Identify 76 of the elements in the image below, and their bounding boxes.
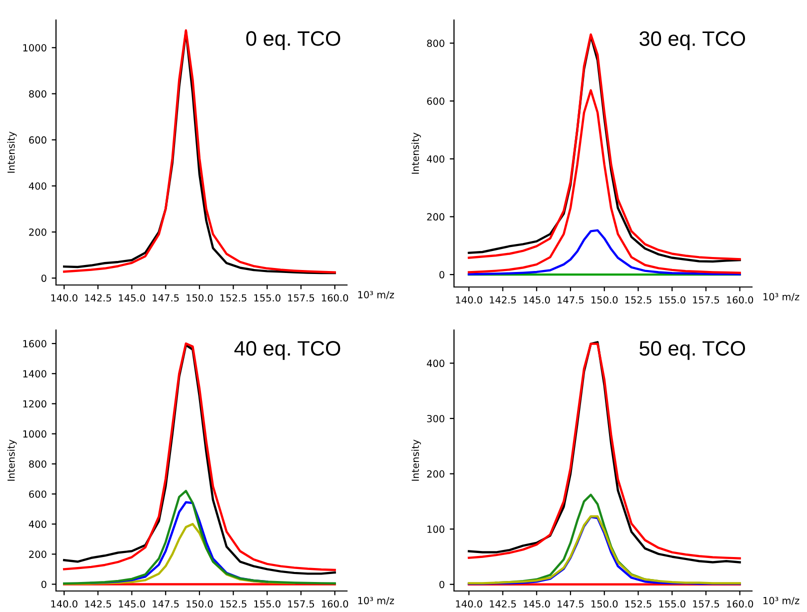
y-tick-label: 200 xyxy=(29,550,46,558)
x-tick-label: 140.0 xyxy=(51,600,78,608)
x-tick-label: 150.0 xyxy=(592,600,618,608)
x-tick-label: 150.0 xyxy=(592,296,618,304)
x-tick-label: 157.5 xyxy=(693,600,720,608)
y-tick-label: 0 xyxy=(41,580,46,588)
y-axis-title: Intensity xyxy=(411,440,421,481)
x-tick-label: 145.0 xyxy=(524,296,550,304)
x-tick-label: 140.0 xyxy=(51,294,78,302)
y-tick-label: 1600 xyxy=(23,340,46,348)
x-tick-label: 147.5 xyxy=(558,296,584,304)
y-tick-label: 1000 xyxy=(23,430,46,438)
x-tick-label: 142.5 xyxy=(490,296,516,304)
y-tick-label: 0 xyxy=(439,271,444,278)
y-tick-label: 400 xyxy=(426,155,444,163)
y-tick-label: 1000 xyxy=(23,44,46,52)
y-tick-label: 200 xyxy=(427,470,444,478)
line-series xyxy=(468,229,741,276)
x-axis-title: 10³ m/z xyxy=(358,596,394,606)
y-tick-label: 0 xyxy=(41,274,46,282)
y-tick-label: 1200 xyxy=(23,400,46,408)
x-tick-label: 160.0 xyxy=(726,600,754,608)
x-axis-title: 10³ m/z xyxy=(358,291,394,300)
y-tick-label: 300 xyxy=(427,414,444,422)
x-tick-label: 150.0 xyxy=(186,294,213,302)
y-tick-label: 200 xyxy=(427,213,444,221)
y-axis-title: Intensity xyxy=(7,132,17,173)
x-tick-label: 145.0 xyxy=(524,600,550,608)
x-tick-label: 160.0 xyxy=(322,600,348,608)
x-tick-label: 160.0 xyxy=(322,294,348,302)
chart-title: 50 eq. TCO xyxy=(640,340,746,360)
x-tick-label: 152.5 xyxy=(220,600,246,608)
x-tick-label: 160.0 xyxy=(726,296,754,304)
x-tick-label: 152.5 xyxy=(220,294,246,302)
x-tick-label: 142.5 xyxy=(490,600,516,608)
line-series xyxy=(63,490,336,585)
y-tick-label: 600 xyxy=(427,97,444,105)
x-tick-label: 152.5 xyxy=(625,600,652,608)
x-tick-label: 140.0 xyxy=(456,600,482,608)
x-tick-label: 152.5 xyxy=(625,296,652,304)
x-tick-label: 147.5 xyxy=(558,600,584,608)
y-tick-label: 0 xyxy=(439,580,444,588)
x-tick-label: 157.5 xyxy=(693,296,720,304)
x-axis-title: 10³ m/z xyxy=(764,293,800,302)
x-tick-label: 145.0 xyxy=(118,600,146,608)
chart-title: 30 eq. TCO xyxy=(640,31,746,50)
line-series xyxy=(90,501,268,584)
y-tick-label: 400 xyxy=(28,182,46,190)
y-tick-label: 600 xyxy=(29,136,46,144)
x-tick-label: 140.0 xyxy=(456,296,482,304)
y-axis-title: Intensity xyxy=(7,440,17,481)
x-tick-label: 147.5 xyxy=(152,294,179,302)
chart-title: 0 eq. TCO xyxy=(246,31,340,50)
x-tick-label: 155.0 xyxy=(254,600,280,608)
y-tick-label: 800 xyxy=(427,40,444,47)
y-tick-label: 200 xyxy=(29,228,46,236)
y-tick-label: 800 xyxy=(29,460,46,468)
x-tick-label: 145.0 xyxy=(118,294,146,302)
y-axis-title: Intensity xyxy=(411,132,421,174)
x-axis-title: 10³ m/z xyxy=(764,596,800,606)
y-tick-label: 800 xyxy=(29,90,46,98)
x-tick-label: 142.5 xyxy=(85,600,112,608)
y-tick-label: 100 xyxy=(427,526,444,533)
x-tick-label: 155.0 xyxy=(659,600,686,608)
y-tick-label: 600 xyxy=(29,490,46,498)
y-tick-label: 400 xyxy=(426,360,444,368)
x-tick-label: 157.5 xyxy=(288,294,314,302)
x-tick-label: 150.0 xyxy=(186,600,213,608)
x-tick-label: 157.5 xyxy=(288,600,314,608)
y-tick-label: 1400 xyxy=(23,370,46,378)
y-tick-label: 400 xyxy=(28,520,46,528)
x-tick-label: 155.0 xyxy=(659,296,686,304)
x-tick-label: 142.5 xyxy=(85,294,112,302)
chart-title: 40 eq. TCO xyxy=(234,340,340,360)
x-tick-label: 147.5 xyxy=(152,600,179,608)
x-tick-label: 155.0 xyxy=(254,294,280,302)
